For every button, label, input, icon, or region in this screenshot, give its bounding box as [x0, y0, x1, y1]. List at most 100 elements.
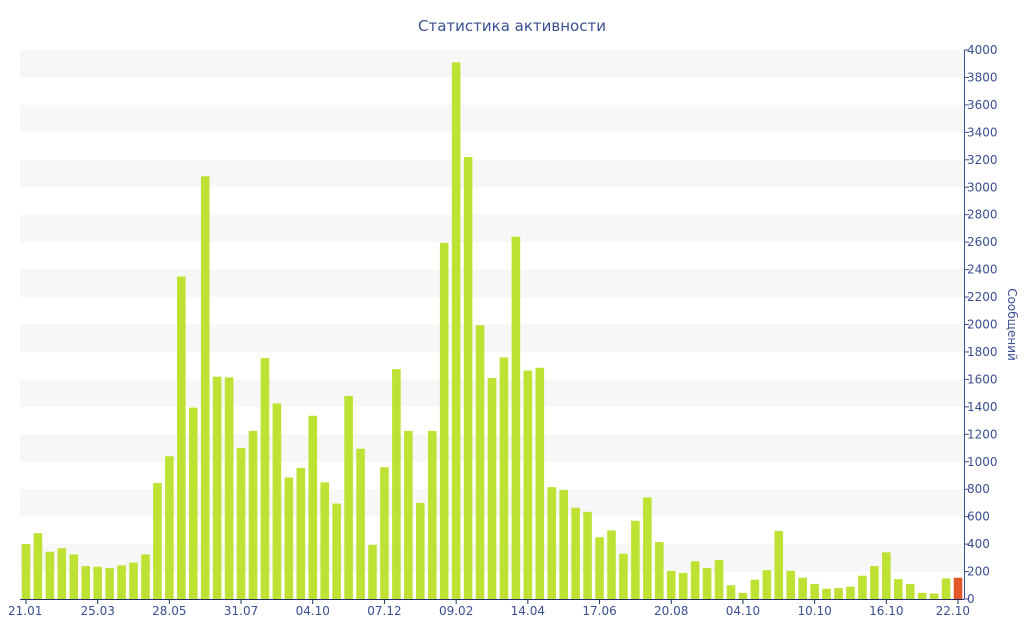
x-axis-ticks: 21.01 25.03 28.05 31.07 04.10 07.12 09.02 14.04…	[8, 599, 970, 618]
y-axis-label: Сообщений	[1005, 288, 1019, 361]
bar[interactable]	[451, 62, 461, 600]
bar[interactable]	[929, 593, 939, 599]
y-tick-label: 600	[967, 510, 990, 524]
bar[interactable]	[523, 370, 533, 599]
bar[interactable]	[320, 482, 330, 599]
bar[interactable]	[559, 489, 568, 599]
bar[interactable]	[571, 507, 580, 599]
bar[interactable]	[57, 548, 67, 599]
bar[interactable]	[870, 566, 879, 599]
bar[interactable]	[583, 511, 592, 599]
bar[interactable]	[177, 276, 186, 599]
bar[interactable]	[953, 577, 963, 599]
bar[interactable]	[810, 583, 819, 599]
bar[interactable]	[487, 378, 497, 599]
x-tick-label: 17.06	[582, 604, 616, 618]
bar[interactable]	[81, 566, 91, 599]
bar[interactable]	[822, 588, 831, 599]
grid-band	[20, 214, 964, 243]
bar[interactable]	[905, 583, 915, 599]
bar[interactable]	[380, 467, 389, 599]
y-tick-label: 800	[967, 482, 990, 496]
bar[interactable]	[284, 477, 294, 599]
y-tick-label: 1800	[967, 345, 998, 359]
bar[interactable]	[368, 544, 377, 599]
bar[interactable]	[416, 502, 425, 599]
bar[interactable]	[893, 579, 903, 599]
y-tick-label: 2400	[967, 263, 998, 277]
bar[interactable]	[427, 430, 437, 599]
bar[interactable]	[463, 157, 473, 600]
bar[interactable]	[69, 554, 79, 599]
bar[interactable]	[272, 403, 282, 599]
bar[interactable]	[631, 520, 640, 599]
bar[interactable]	[260, 358, 270, 599]
bar[interactable]	[941, 578, 951, 599]
bar[interactable]	[702, 568, 712, 599]
bar[interactable]	[619, 553, 628, 599]
bar[interactable]	[93, 566, 102, 599]
bar[interactable]	[165, 456, 174, 599]
bar[interactable]	[212, 376, 222, 599]
bar[interactable]	[607, 530, 616, 600]
bar[interactable]	[153, 483, 162, 599]
bar[interactable]	[404, 430, 413, 599]
bar[interactable]	[666, 570, 676, 599]
bar[interactable]	[762, 570, 772, 599]
y-tick-label: 3600	[967, 98, 998, 112]
y-axis-ticks: 0 200 400 600 800 1000 1200 1400 1600 1800 2000 220…	[964, 43, 998, 606]
bar[interactable]	[224, 377, 234, 599]
bar[interactable]	[595, 537, 604, 599]
bar[interactable]	[296, 467, 306, 599]
bar[interactable]	[547, 487, 557, 599]
y-tick-label: 3200	[967, 153, 998, 167]
bar[interactable]	[750, 579, 760, 599]
bar[interactable]	[248, 430, 258, 599]
bar[interactable]	[535, 367, 545, 599]
bar[interactable]	[200, 176, 210, 599]
bar[interactable]	[129, 562, 138, 599]
bar[interactable]	[439, 242, 449, 599]
bar[interactable]	[690, 561, 700, 599]
bar[interactable]	[356, 448, 365, 599]
bar[interactable]	[332, 503, 341, 599]
y-tick-label: 3800	[967, 70, 998, 84]
bar[interactable]	[236, 448, 246, 599]
x-tick-label: 14.04	[511, 604, 545, 618]
y-tick-label: 400	[967, 537, 990, 551]
y-tick-label: 2000	[967, 318, 998, 332]
x-tick-label: 04.10	[726, 604, 760, 618]
bar[interactable]	[141, 554, 150, 599]
bar[interactable]	[117, 565, 126, 599]
bar[interactable]	[499, 357, 509, 599]
y-tick-label: 200	[967, 565, 990, 579]
bar[interactable]	[392, 369, 401, 599]
y-tick-label: 2800	[967, 208, 998, 222]
bar[interactable]	[21, 544, 31, 599]
bar[interactable]	[654, 542, 664, 599]
bar[interactable]	[882, 552, 891, 599]
bar[interactable]	[738, 592, 748, 599]
bar[interactable]	[726, 585, 736, 599]
bar[interactable]	[846, 586, 855, 599]
bar[interactable]	[774, 531, 784, 599]
bar[interactable]	[33, 533, 43, 599]
bar[interactable]	[511, 236, 521, 599]
bar[interactable]	[834, 588, 843, 599]
bar[interactable]	[786, 570, 796, 599]
bar[interactable]	[858, 575, 867, 599]
bar[interactable]	[344, 395, 353, 599]
bar[interactable]	[308, 415, 318, 599]
bar[interactable]	[678, 572, 688, 599]
bar[interactable]	[105, 568, 114, 599]
bar[interactable]	[643, 497, 652, 599]
bar[interactable]	[714, 559, 724, 599]
bar[interactable]	[798, 577, 807, 599]
y-tick-label: 2600	[967, 235, 998, 249]
bar[interactable]	[188, 407, 198, 599]
bar[interactable]	[45, 551, 55, 599]
bar[interactable]	[917, 592, 927, 599]
bar[interactable]	[475, 325, 485, 599]
